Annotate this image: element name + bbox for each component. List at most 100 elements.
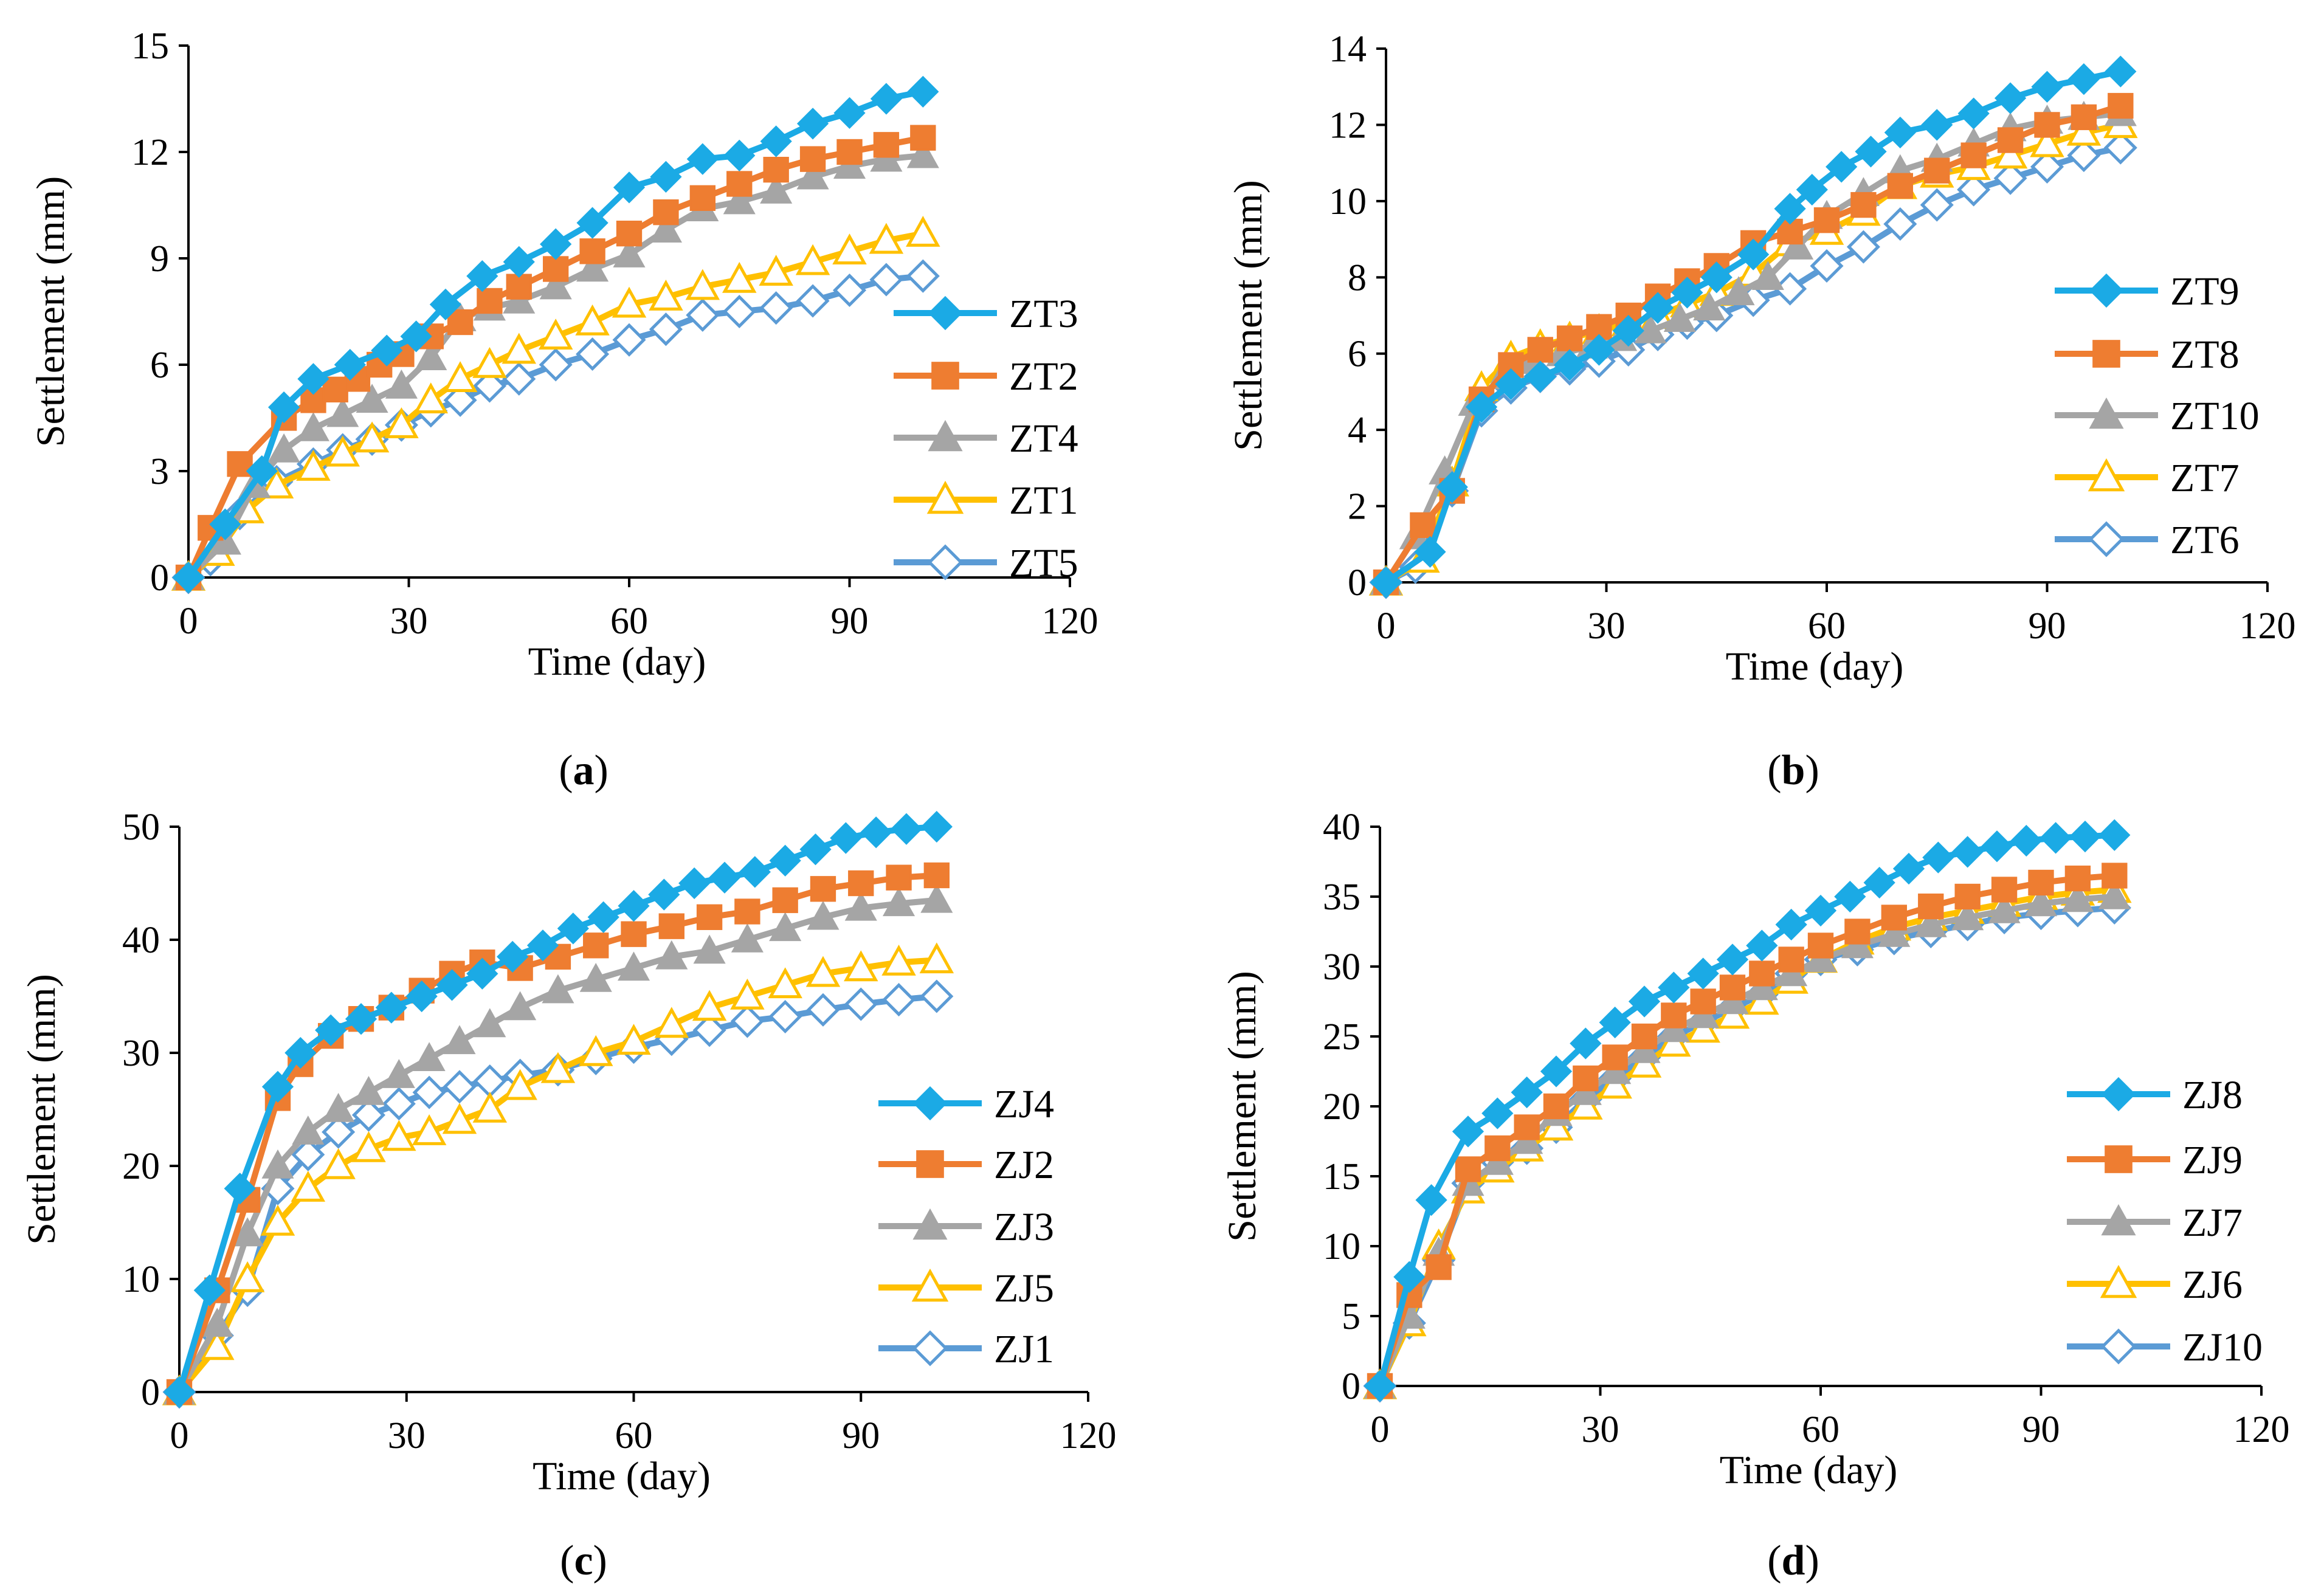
x-axis-label: Time (day) bbox=[1726, 644, 1904, 689]
data-point bbox=[763, 156, 789, 183]
data-point bbox=[297, 412, 329, 441]
data-point bbox=[322, 1115, 356, 1149]
data-point bbox=[696, 904, 723, 930]
data-point bbox=[1951, 836, 1984, 868]
data-point bbox=[799, 146, 826, 172]
data-point bbox=[1634, 314, 1667, 343]
data-point bbox=[472, 1091, 508, 1123]
data-point bbox=[260, 1204, 295, 1236]
data-point bbox=[1954, 883, 1981, 910]
y-axis-label: Settlement (mm) bbox=[1226, 180, 1271, 450]
data-point bbox=[760, 125, 792, 157]
data-point bbox=[382, 1120, 416, 1151]
data-point bbox=[920, 883, 953, 913]
data-point bbox=[730, 1004, 764, 1038]
series-ZT6 bbox=[1369, 131, 2137, 599]
panel-caption: (d) bbox=[1767, 1537, 1819, 1584]
data-point bbox=[539, 270, 572, 300]
series-ZJ4 bbox=[163, 810, 953, 1408]
y-tick-label: 20 bbox=[1323, 1086, 1360, 1128]
y-tick-label: 0 bbox=[1342, 1366, 1360, 1407]
data-point bbox=[443, 361, 478, 393]
series-ZJ8 bbox=[1364, 819, 2131, 1402]
legend-label: ZJ1 bbox=[994, 1327, 1054, 1371]
x-tick-label: 90 bbox=[831, 601, 869, 642]
legend-item: ZT1 bbox=[894, 478, 1078, 523]
data-point bbox=[413, 1042, 446, 1071]
data-point bbox=[1426, 1254, 1452, 1280]
legend-item: ZJ6 bbox=[2067, 1263, 2243, 1307]
data-point bbox=[447, 309, 474, 336]
x-axis-label: Time (day) bbox=[528, 639, 706, 684]
data-point bbox=[2028, 869, 2054, 896]
legend-label: ZJ4 bbox=[994, 1082, 1054, 1126]
series-ZJ9 bbox=[1367, 863, 2128, 1399]
series-ZJ5 bbox=[162, 942, 954, 1405]
data-point bbox=[2108, 92, 2134, 119]
data-point bbox=[1863, 866, 1895, 899]
data-point bbox=[654, 1007, 689, 1038]
data-point bbox=[443, 1070, 477, 1104]
data-point bbox=[612, 286, 647, 318]
data-point bbox=[649, 280, 683, 311]
data-point bbox=[1570, 1027, 1602, 1060]
data-point bbox=[2105, 55, 2137, 88]
y-tick-label: 6 bbox=[150, 345, 169, 386]
legend-swatch-marker bbox=[2088, 458, 2125, 492]
data-point bbox=[382, 1087, 416, 1121]
legend-label: ZT6 bbox=[2170, 518, 2240, 562]
data-point bbox=[466, 260, 498, 292]
x-tick-label: 30 bbox=[390, 601, 428, 642]
data-point bbox=[886, 864, 912, 891]
y-axis-label: Settlement (mm) bbox=[1220, 971, 1264, 1241]
data-point bbox=[722, 294, 756, 329]
y-tick-label: 14 bbox=[1329, 29, 1367, 70]
data-point bbox=[1884, 116, 1916, 149]
data-point bbox=[261, 1149, 294, 1179]
y-axis-label: Settlement (mm) bbox=[29, 176, 73, 447]
data-point bbox=[1960, 142, 1987, 168]
legend-label: ZJ3 bbox=[994, 1205, 1054, 1249]
data-point bbox=[1991, 877, 2018, 903]
y-tick-label: 6 bbox=[1348, 334, 1367, 375]
data-point bbox=[325, 435, 360, 467]
y-tick-label: 12 bbox=[131, 132, 169, 173]
data-point bbox=[768, 999, 802, 1034]
data-point bbox=[860, 816, 892, 849]
data-point bbox=[923, 862, 950, 889]
data-point bbox=[658, 913, 684, 939]
data-point bbox=[2024, 887, 2058, 917]
x-tick-label: 90 bbox=[2022, 1409, 2060, 1450]
legend-label: ZJ6 bbox=[2182, 1263, 2243, 1307]
y-tick-label: 5 bbox=[1342, 1296, 1360, 1337]
data-point bbox=[906, 216, 940, 247]
data-point bbox=[405, 980, 438, 1013]
legend: ZJ8 ZJ9 ZJ7 ZJ6 ZJ10 bbox=[2067, 1073, 2263, 1370]
data-point bbox=[613, 171, 646, 204]
data-point bbox=[693, 934, 726, 964]
data-point bbox=[1993, 137, 2028, 169]
legend-swatch-marker bbox=[2100, 1264, 2137, 1298]
data-point bbox=[1414, 536, 1446, 568]
data-point bbox=[796, 284, 830, 318]
data-point bbox=[1671, 277, 1703, 309]
data-point bbox=[2064, 865, 2091, 892]
data-point bbox=[1658, 971, 1690, 1004]
data-point bbox=[296, 450, 331, 481]
data-point bbox=[1527, 337, 1553, 363]
legend-swatch-marker bbox=[2101, 1204, 2136, 1236]
legend-label: ZT5 bbox=[1009, 541, 1078, 585]
data-point bbox=[382, 1059, 415, 1088]
legend-swatch-marker bbox=[931, 362, 959, 390]
data-point bbox=[1719, 974, 1746, 1001]
data-point bbox=[436, 969, 468, 1001]
data-point bbox=[356, 384, 388, 413]
data-point bbox=[612, 323, 646, 357]
data-point bbox=[502, 362, 536, 396]
data-point bbox=[587, 901, 619, 933]
data-point bbox=[326, 398, 359, 427]
x-tick-label: 0 bbox=[1377, 605, 1396, 647]
legend-swatch-marker bbox=[916, 1150, 944, 1178]
data-point bbox=[497, 940, 529, 973]
